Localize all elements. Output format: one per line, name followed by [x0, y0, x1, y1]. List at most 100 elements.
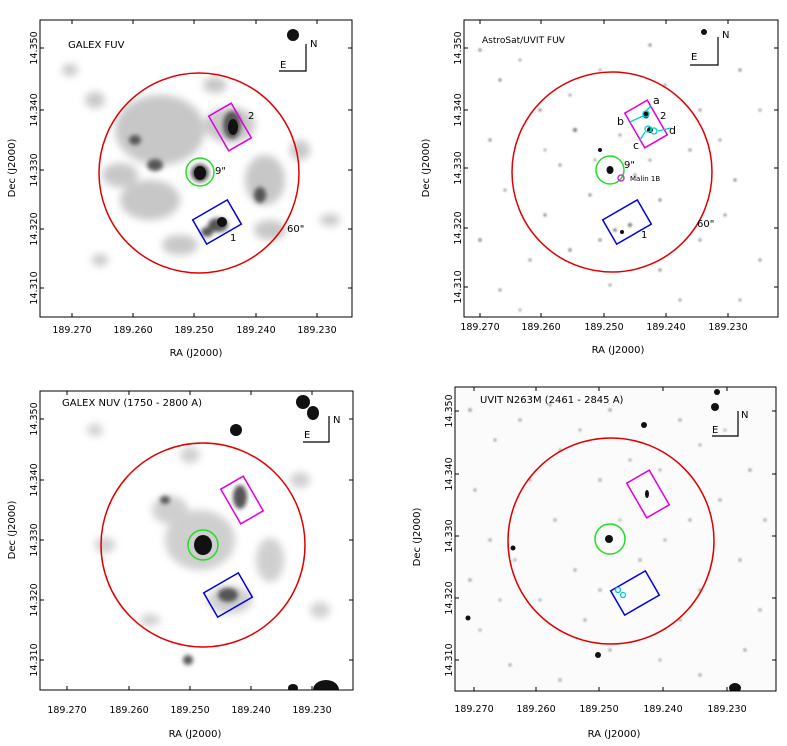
y-tick-label: 14.340 [444, 457, 455, 490]
axis-ticks [40, 20, 778, 691]
panel-title: UVIT N263M (2461 - 2845 A) [480, 395, 624, 406]
outer-radius-label: 60" [697, 219, 714, 230]
x-tick-label: 189.230 [708, 322, 747, 333]
region-box-1 [202, 571, 254, 619]
inner-aperture-circle [595, 155, 625, 185]
x-tick-label: 189.250 [174, 325, 213, 336]
axes-frame-galex-fuv [39, 19, 353, 318]
outer-aperture-circle [507, 437, 715, 645]
panel-title: GALEX NUV (1750 - 2800 A) [62, 398, 202, 409]
panel-title: AstroSat/UVIT FUV [482, 36, 566, 46]
x-tick-label: 189.240 [231, 705, 270, 716]
x-tick-label: 189.240 [646, 322, 685, 333]
outer-radius-label: 60" [287, 224, 304, 235]
y-tick-label: 14.340 [29, 93, 40, 126]
region-box-2 [207, 102, 253, 152]
x-tick-label: 189.260 [521, 322, 560, 333]
knot-markers [614, 586, 627, 599]
x-tick-label: 189.240 [643, 704, 682, 715]
compass-n-label: N [333, 415, 340, 426]
inner-radius-label: 9" [624, 160, 635, 171]
image-galex-nuv [40, 391, 353, 690]
x-tick-label: 189.230 [297, 325, 336, 336]
knot-label-a: a [653, 94, 660, 107]
compass-e-label: E [712, 425, 718, 436]
compass-uvit-n263m [712, 411, 739, 437]
x-axis-title: RA (J2000) [588, 729, 641, 740]
region-box-1 [191, 198, 243, 246]
y-tick-label: 14.320 [444, 581, 455, 614]
x-axis-title: RA (J2000) [592, 345, 645, 356]
x-axis-title: RA (J2000) [169, 729, 222, 740]
y-tick-label: 14.340 [29, 463, 40, 496]
overlays-galex-nuv [100, 442, 306, 648]
compass-galex-fuv [279, 44, 307, 72]
box-2-label: 2 [660, 111, 666, 122]
region-box-1 [601, 198, 653, 246]
malin-1b-marker [617, 174, 625, 182]
panel-title: GALEX FUV [68, 40, 125, 51]
x-tick-label: 189.260 [516, 704, 555, 715]
x-tick-label: 189.260 [109, 705, 148, 716]
y-tick-label: 14.330 [444, 519, 455, 552]
compass-n-label: N [741, 410, 748, 421]
knot-label-b: b [617, 115, 624, 128]
x-tick-label: 189.250 [584, 322, 623, 333]
x-tick-label: 189.270 [52, 325, 91, 336]
compass-astrosat-uvit-fuv [690, 37, 719, 66]
y-tick-label: 14.350 [444, 394, 455, 427]
inner-radius-label: 9" [215, 166, 226, 177]
y-tick-label: 14.310 [444, 643, 455, 676]
y-tick-label: 14.310 [29, 643, 40, 676]
region-box-2 [623, 99, 669, 149]
x-tick-label: 189.230 [292, 705, 331, 716]
overlays-astrosat-uvit-fuv [511, 71, 713, 273]
x-tick-label: 189.250 [579, 704, 618, 715]
box-2-label: 2 [248, 111, 254, 122]
overlays-uvit-n263m [507, 437, 715, 645]
y-tick-label: 14.330 [453, 151, 464, 184]
y-tick-label: 14.330 [29, 153, 40, 186]
compass-galex-nuv [303, 416, 330, 443]
knot-label-d: d [669, 124, 676, 137]
box-1-label: 1 [230, 233, 236, 244]
malin-1b-label: Malin 1B [630, 175, 660, 183]
axes-frame-uvit-n263m [454, 386, 777, 692]
inner-aperture-circle [187, 529, 219, 561]
x-tick-label: 189.270 [454, 704, 493, 715]
y-axis-title: Dec (J2000) [7, 139, 18, 198]
y-tick-label: 14.350 [453, 31, 464, 64]
x-tick-label: 189.270 [460, 322, 499, 333]
x-axis-title: RA (J2000) [170, 348, 223, 359]
y-tick-label: 14.320 [29, 583, 40, 616]
y-tick-label: 14.350 [29, 402, 40, 435]
overlays-galex-fuv [98, 72, 300, 274]
inner-aperture-circle [185, 157, 215, 187]
y-tick-label: 14.310 [453, 270, 464, 303]
region-box-2 [625, 469, 671, 519]
knot-markers [629, 105, 672, 141]
outer-aperture-circle [511, 71, 713, 273]
x-tick-label: 189.250 [170, 705, 209, 716]
x-tick-label: 189.230 [707, 704, 746, 715]
y-axis-title: Dec (J2000) [7, 501, 18, 560]
x-tick-label: 189.240 [236, 325, 275, 336]
y-axis-title: Dec (J2000) [421, 139, 432, 198]
y-tick-label: 14.330 [29, 523, 40, 556]
inner-aperture-circle [594, 523, 626, 555]
image-uvit-n263m [455, 387, 776, 691]
y-tick-label: 14.320 [29, 212, 40, 245]
y-axis-title: Dec (J2000) [412, 508, 423, 567]
y-tick-label: 14.350 [29, 31, 40, 64]
region-box-1 [609, 569, 661, 617]
image-astrosat-uvit-fuv [464, 20, 778, 317]
image-galex-fuv [40, 20, 352, 317]
knot-label-c: c [633, 139, 639, 152]
region-box-2 [219, 475, 265, 525]
x-tick-label: 189.270 [47, 705, 86, 716]
outer-aperture-circle [100, 442, 306, 648]
box-1-label: 1 [641, 230, 647, 241]
y-tick-label: 14.320 [453, 211, 464, 244]
compass-n-label: N [310, 39, 317, 50]
compass-e-label: E [691, 52, 697, 63]
